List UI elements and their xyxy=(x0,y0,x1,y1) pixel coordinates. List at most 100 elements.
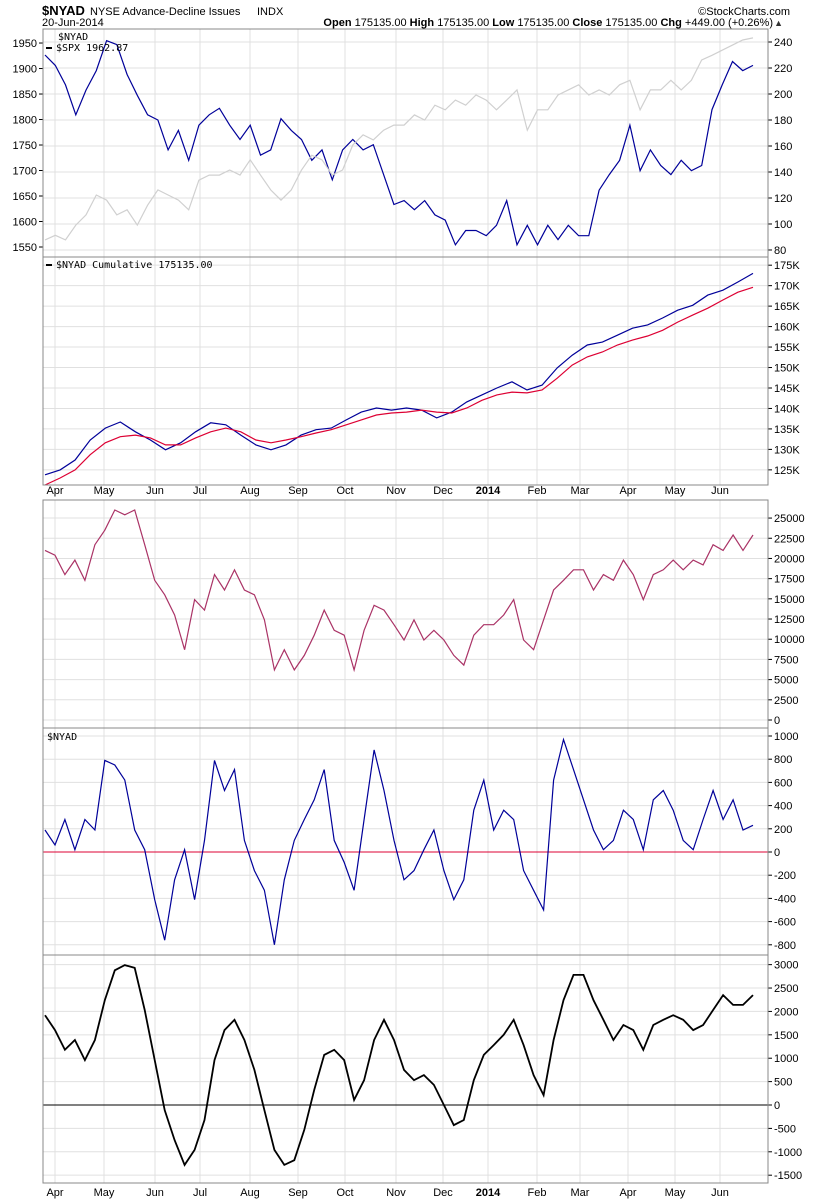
x-axis-label: Aug xyxy=(240,485,260,497)
symbol: $NYAD xyxy=(42,3,85,18)
series-line--nyad xyxy=(44,39,754,247)
panel-4: 1000 800 600 400 200 0 -200 -400 -600 -800 $NYAD xyxy=(42,727,798,956)
legend-nyad: $NYAD xyxy=(58,32,88,43)
right-tick-label: 150K xyxy=(774,363,800,375)
x-axis-label: Mar xyxy=(571,1187,590,1199)
right-tick-label: 1000 xyxy=(774,731,798,743)
right-tick-label: 17500 xyxy=(774,574,805,586)
right-tick-label: 2000 xyxy=(774,1006,798,1018)
right-tick-label: 220 xyxy=(774,63,792,75)
x-axis-label: Sep xyxy=(288,1187,308,1199)
right-tick-label: 140 xyxy=(774,167,792,179)
right-tick-label: 500 xyxy=(774,1077,792,1089)
x-axis-label: Oct xyxy=(336,1187,353,1199)
panel-2: 175K 170K 165K 160K 155K 150K 145K 140K 135K 130K… xyxy=(42,256,800,486)
x-axis-label: May xyxy=(94,485,115,497)
right-tick-label: 15000 xyxy=(774,594,805,606)
symbol-name: NYSE Advance-Decline Issues xyxy=(90,6,241,18)
x-axis-label: May xyxy=(665,1187,686,1199)
right-tick-label: 0 xyxy=(774,1100,780,1112)
right-tick-label: 2500 xyxy=(774,695,798,707)
x-axis-label: Apr xyxy=(46,485,63,497)
series-line--nyad-cumulative xyxy=(44,272,754,476)
right-tick-label: -1500 xyxy=(774,1170,802,1182)
right-tick-label: -1000 xyxy=(774,1147,802,1159)
x-axis-label: Aug xyxy=(240,1187,260,1199)
x-axis-label: Nov xyxy=(386,485,406,497)
right-tick-label: -600 xyxy=(774,917,796,929)
right-tick-label: -500 xyxy=(774,1123,796,1135)
x-axis-label: 2014 xyxy=(476,485,501,497)
x-axis-label: Feb xyxy=(528,485,547,497)
panel-3: 2500022500200001750015000125001000075005… xyxy=(42,499,805,729)
right-tick-label: 155K xyxy=(774,342,800,354)
right-tick-label: 135K xyxy=(774,424,800,436)
x-axis-label: Jul xyxy=(193,1187,207,1199)
panel-border xyxy=(42,499,769,729)
ohlc-readout: Open 175135.00 High 175135.00 Low 175135… xyxy=(323,17,773,29)
right-tick-label: 5000 xyxy=(774,675,798,687)
up-arrow-icon: ▲ xyxy=(774,18,783,28)
x-axis-label: 2014 xyxy=(476,1187,501,1199)
panel-border xyxy=(42,28,769,258)
left-tick-label: 1600 xyxy=(13,217,37,229)
right-tick-label: 160K xyxy=(774,322,800,334)
x-axis-label: May xyxy=(665,485,686,497)
left-tick-label: 1550 xyxy=(13,242,37,254)
right-tick-label: 400 xyxy=(774,801,792,813)
legend-nyad: $NYAD xyxy=(47,732,77,743)
legend-swatch xyxy=(46,47,52,49)
right-tick-label: 240 xyxy=(774,37,792,49)
right-tick-label: 130K xyxy=(774,444,800,456)
right-tick-label: 0 xyxy=(774,715,780,727)
right-tick-label: 25000 xyxy=(774,513,805,525)
legend-swatch xyxy=(46,264,52,266)
right-tick-label: 20000 xyxy=(774,553,805,565)
x-axis-label: Jun xyxy=(146,1187,164,1199)
left-tick-label: 1650 xyxy=(13,191,37,203)
x-axis-label: Nov xyxy=(386,1187,406,1199)
right-tick-label: 145K xyxy=(774,383,800,395)
x-axis-label: Dec xyxy=(433,1187,453,1199)
series-line--nyad xyxy=(44,737,754,945)
right-tick-label: 1000 xyxy=(774,1053,798,1065)
right-tick-label: -800 xyxy=(774,940,796,952)
right-tick-label: -400 xyxy=(774,893,796,905)
left-tick-label: 1950 xyxy=(13,38,37,50)
right-tick-label: 22500 xyxy=(774,533,805,545)
x-axis-label: Apr xyxy=(619,485,636,497)
x-axis-label: Feb xyxy=(528,1187,547,1199)
right-tick-label: 1500 xyxy=(774,1030,798,1042)
series-line-indicator xyxy=(44,964,754,1167)
right-tick-label: 800 xyxy=(774,754,792,766)
right-tick-label: 140K xyxy=(774,403,800,415)
series-line-indicator xyxy=(44,509,754,673)
right-tick-label: 3000 xyxy=(774,960,798,972)
panel-1: 240 220 200 180 160 140 120 100 80 1950 1900 1850 18… xyxy=(13,28,792,258)
right-tick-label: 7500 xyxy=(774,654,798,666)
right-tick-label: 125K xyxy=(774,465,800,477)
left-tick-label: 1750 xyxy=(13,140,37,152)
x-axis-label: Jun xyxy=(711,485,729,497)
right-tick-label: 165K xyxy=(774,301,800,313)
exchange: INDX xyxy=(257,6,284,18)
right-tick-label: 200 xyxy=(774,824,792,836)
right-tick-label: 10000 xyxy=(774,634,805,646)
x-axis-label: May xyxy=(94,1187,115,1199)
panel-border xyxy=(42,256,769,486)
copyright: ©StockCharts.com xyxy=(698,6,790,18)
x-axis-label: Jun xyxy=(146,485,164,497)
left-tick-label: 1850 xyxy=(13,89,37,101)
right-tick-label: 120 xyxy=(774,193,792,205)
x-axis-label: Apr xyxy=(619,1187,636,1199)
x-axis-label: Apr xyxy=(46,1187,63,1199)
panel-5: 3000 2500 2000 1500 1000 500 0 -500 -1000 -1500 xyxy=(42,954,802,1184)
right-tick-label: 12500 xyxy=(774,614,805,626)
left-tick-label: 1900 xyxy=(13,64,37,76)
x-axis-label: Jul xyxy=(193,485,207,497)
x-axis-label: Oct xyxy=(336,485,353,497)
right-tick-label: 2500 xyxy=(774,983,798,995)
series-line-moving-average xyxy=(44,286,754,486)
x-axis-label: Sep xyxy=(288,485,308,497)
